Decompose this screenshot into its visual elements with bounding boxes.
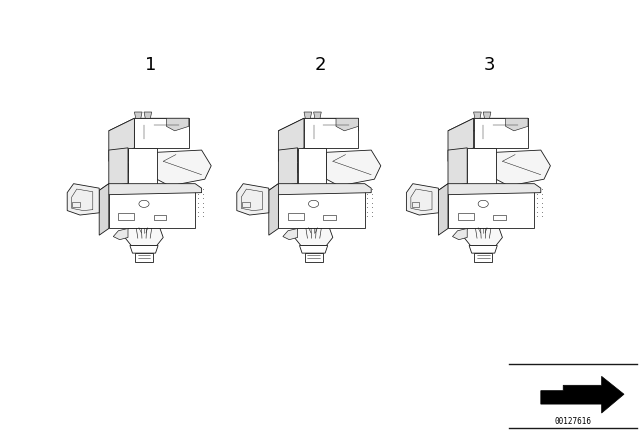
Polygon shape: [269, 184, 371, 195]
Polygon shape: [464, 228, 502, 246]
Polygon shape: [452, 228, 467, 240]
Polygon shape: [67, 184, 99, 215]
Polygon shape: [283, 228, 298, 240]
Polygon shape: [541, 376, 624, 413]
Polygon shape: [278, 184, 365, 228]
Polygon shape: [438, 184, 541, 195]
Polygon shape: [314, 112, 321, 118]
Polygon shape: [109, 148, 128, 186]
Polygon shape: [454, 150, 467, 164]
Polygon shape: [130, 246, 158, 253]
Polygon shape: [128, 148, 157, 184]
Polygon shape: [134, 112, 142, 118]
Polygon shape: [144, 112, 152, 118]
Polygon shape: [448, 118, 474, 161]
Polygon shape: [109, 184, 195, 228]
Polygon shape: [448, 148, 467, 186]
Polygon shape: [135, 253, 153, 262]
Polygon shape: [474, 253, 492, 262]
Polygon shape: [467, 148, 496, 184]
Polygon shape: [125, 228, 163, 246]
Polygon shape: [278, 148, 298, 186]
Polygon shape: [304, 112, 312, 118]
Polygon shape: [157, 150, 211, 186]
Polygon shape: [406, 184, 438, 215]
Polygon shape: [298, 148, 326, 184]
Polygon shape: [99, 184, 202, 195]
Polygon shape: [474, 112, 481, 118]
Polygon shape: [474, 118, 528, 148]
Polygon shape: [326, 150, 381, 186]
Text: 1: 1: [145, 56, 156, 74]
Polygon shape: [166, 118, 189, 131]
Polygon shape: [506, 118, 528, 131]
Polygon shape: [454, 164, 467, 175]
Polygon shape: [300, 246, 328, 253]
Polygon shape: [483, 112, 491, 118]
Polygon shape: [115, 150, 128, 164]
Polygon shape: [113, 228, 128, 240]
Polygon shape: [336, 118, 358, 131]
Polygon shape: [305, 253, 323, 262]
Polygon shape: [109, 118, 134, 161]
Polygon shape: [278, 118, 304, 161]
Polygon shape: [237, 184, 269, 215]
Text: 3: 3: [484, 56, 495, 74]
Polygon shape: [278, 118, 358, 131]
Polygon shape: [438, 184, 448, 235]
Polygon shape: [304, 118, 358, 148]
Polygon shape: [115, 164, 128, 175]
Polygon shape: [469, 246, 497, 253]
Polygon shape: [448, 118, 528, 131]
Polygon shape: [109, 118, 189, 131]
Polygon shape: [134, 118, 189, 148]
Polygon shape: [285, 164, 298, 175]
Polygon shape: [496, 150, 550, 186]
Polygon shape: [269, 184, 278, 235]
Polygon shape: [448, 184, 534, 228]
Polygon shape: [285, 150, 298, 164]
Text: 2: 2: [314, 56, 326, 74]
Polygon shape: [99, 184, 109, 235]
Polygon shape: [294, 228, 333, 246]
Text: 00127616: 00127616: [554, 418, 591, 426]
